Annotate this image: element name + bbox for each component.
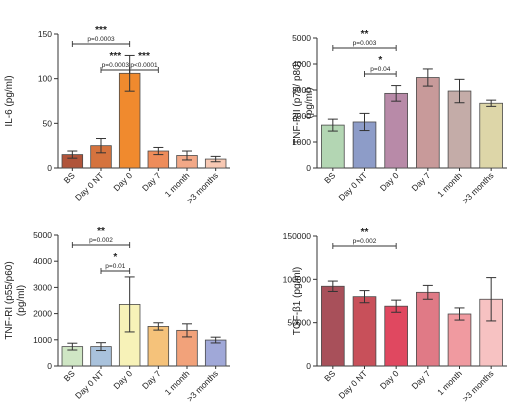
y-tick-label: 150 (38, 29, 52, 39)
y-tick-label: 0 (306, 163, 311, 173)
y-tick-label: 100000 (283, 274, 312, 284)
significance-stars: *** (138, 51, 150, 62)
category-label: Day 0 (378, 368, 401, 391)
bar-3 (384, 92, 408, 169)
significance-stars: ** (361, 227, 369, 238)
bar-4 (416, 291, 440, 367)
p-value-label: p=0.002 (89, 237, 113, 244)
significance-stars: * (378, 55, 382, 66)
y-tick-label: 4000 (33, 256, 52, 266)
bar-3 (384, 305, 408, 367)
category-label: Day 0 (111, 170, 134, 193)
significance-stars: *** (109, 51, 121, 62)
chart-panel-4: 0 50000 100000 150000 TGF-β1 (pg/ml) BS Day 0 … (283, 227, 507, 404)
bar-1 (321, 285, 345, 367)
y-axis-title-line: TNF-RII (p75/ p80) (292, 61, 303, 145)
significance-stars: *** (95, 25, 107, 36)
y-axis-title: TNF-RI (p55/p60)(pg/ml) (4, 261, 27, 339)
category-label: Day 7 (409, 170, 432, 193)
significance-stars: ** (361, 29, 369, 40)
category-label: BS (62, 170, 77, 185)
y-tick-label: 5000 (33, 230, 52, 240)
y-tick-label: 0 (306, 361, 311, 371)
bar-5 (447, 313, 472, 367)
y-tick-label: 0 (47, 361, 52, 371)
category-label: BS (322, 368, 337, 383)
y-tick-label: 2000 (33, 309, 52, 319)
category-label: >3 months (460, 170, 495, 205)
y-axis-title: TGF-β1 (pg/ml) (292, 267, 303, 336)
bar-6 (479, 102, 503, 169)
category-label: >3 months (185, 170, 220, 205)
bar-4 (416, 77, 440, 169)
y-axis-title-line: (pg/ml) (304, 87, 315, 118)
significance-stars: * (113, 252, 117, 263)
y-tick-label: 4000 (292, 59, 311, 69)
bar-6 (204, 339, 227, 367)
category-label: Day 7 (409, 368, 432, 391)
p-value-label: p=0.002 (353, 238, 377, 245)
category-label: Day 0 NT (336, 368, 368, 400)
p-value-label: p=0.003 (353, 40, 377, 47)
category-label: Day 0 NT (73, 170, 105, 202)
bar-4 (147, 326, 170, 367)
y-tick-label: 100 (38, 74, 52, 84)
y-tick-label: 0 (47, 163, 52, 173)
y-tick-label: 3000 (292, 85, 311, 95)
chart-panel-2: 0 1000 2000 3000 4000 5000 TNF-RII (p75/ p80)(… (292, 29, 507, 206)
y-axis-title: TNF-RII (p75/ p80)(pg/ml) (292, 61, 315, 145)
y-axis-title-line: TNF-RI (p55/p60) (4, 261, 15, 339)
p-value-label: p=0.0003 (87, 36, 115, 43)
category-label: BS (62, 368, 77, 383)
p-value-label: p=0.04 (370, 66, 390, 73)
category-label: 1 month (435, 170, 464, 199)
category-label: Day 0 NT (336, 170, 368, 202)
y-tick-label: 1000 (292, 137, 311, 147)
y-tick-label: 1000 (33, 335, 52, 345)
bar-2 (352, 296, 377, 367)
y-axis-title-line: (pg/ml) (16, 285, 27, 316)
category-label: BS (322, 170, 337, 185)
p-value-label: p<0.0001 (130, 62, 158, 69)
category-label: Day 7 (140, 368, 163, 391)
category-label: 1 month (435, 368, 464, 397)
y-tick-label: 50000 (287, 318, 311, 328)
category-label: >3 months (185, 368, 220, 403)
y-tick-label: 5000 (292, 33, 311, 43)
significance-stars: ** (97, 226, 105, 237)
y-axis-title: IL-6 (pg/ml) (4, 75, 15, 126)
p-value-label: p=0.0003 (102, 62, 130, 69)
y-tick-label: 2000 (292, 111, 311, 121)
y-tick-label: 3000 (33, 282, 52, 292)
y-tick-label: 150000 (283, 231, 312, 241)
category-label: Day 0 NT (73, 368, 105, 400)
y-tick-label: 50 (43, 118, 53, 128)
category-label: Day 0 (378, 170, 401, 193)
chart-panel-3: 0 1000 2000 3000 4000 5000 TNF-RI (p55/p60)(pg… (4, 226, 230, 404)
category-label: >3 months (460, 368, 495, 403)
category-label: Day 7 (140, 170, 163, 193)
category-label: Day 0 (111, 368, 134, 391)
p-value-label: p=0.01 (105, 263, 125, 270)
